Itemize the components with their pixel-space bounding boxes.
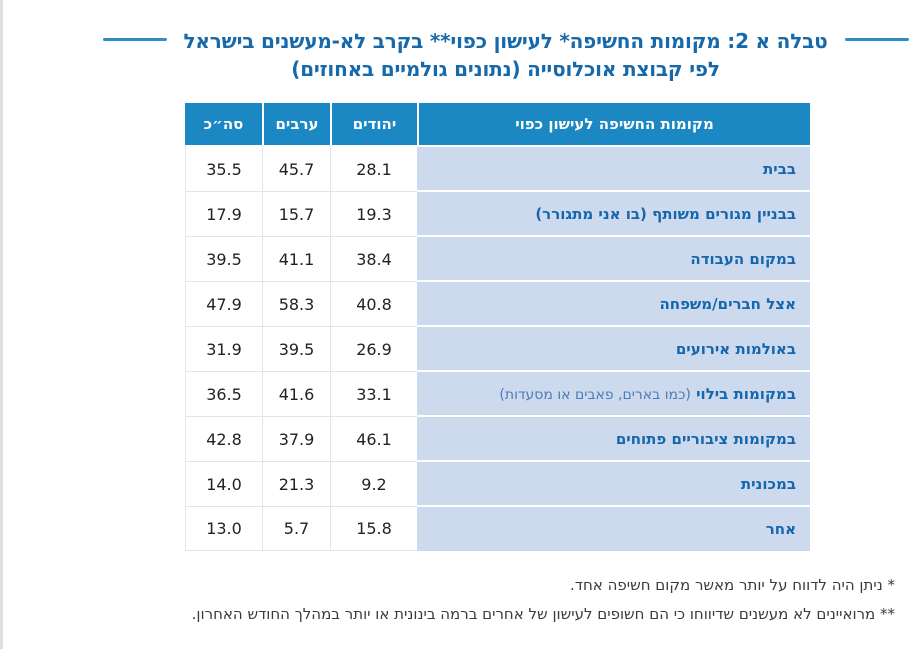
table-body: בבית 28.1 45.7 35.5 בבניין מגורים משותף … <box>185 145 810 551</box>
jews-value-cell: 46.1 <box>330 417 417 462</box>
arabs-value-cell: 39.5 <box>262 327 330 372</box>
place-label: במכונית <box>740 474 796 493</box>
page-left-edge-line <box>0 0 3 649</box>
place-label: בבניין מגורים משותף (בו אני מתגורר) <box>535 204 796 223</box>
row-label-cell: באולמות אירועים <box>417 327 810 372</box>
table-row: במקומות בילוי (כמו בארים, פאבים או מסעדו… <box>185 372 810 417</box>
total-value-cell: 31.9 <box>185 327 262 372</box>
page-title: טבלה א 2: מקומות החשיפה* לעישון כפוי** ב… <box>184 27 828 83</box>
arabs-value-cell: 41.1 <box>262 237 330 282</box>
table-row: במקום העבודה 38.4 41.1 39.5 <box>185 237 810 282</box>
table-header-row: מקומות החשיפה לעישון כפוי יהודים ערבים ס… <box>185 103 810 145</box>
total-value-cell: 42.8 <box>185 417 262 462</box>
jews-value-cell: 33.1 <box>330 372 417 417</box>
table-row: בבית 28.1 45.7 35.5 <box>185 145 810 192</box>
table-title-block: טבלה א 2: מקומות החשיפה* לעישון כפוי** ב… <box>47 0 917 83</box>
place-label: במקומות ציבוריים פתוחים <box>615 429 796 448</box>
place-label: אצל חברים/משפחה <box>659 294 796 313</box>
column-header-arabs: ערבים <box>262 103 330 145</box>
page-title-line1: טבלה א 2: מקומות החשיפה* לעישון כפוי** ב… <box>183 29 828 53</box>
place-label: במקומות בילוי <box>696 384 796 403</box>
page-title-line2: לפי קבוצת אוכלוסייה (נתונים גולמיים באחו… <box>291 57 720 81</box>
row-label-cell: במקומות בילוי (כמו בארים, פאבים או מסעדו… <box>417 372 810 417</box>
footnote-1: * ניתן היה לדווח על יותר מאשר מקום חשיפה… <box>570 576 895 594</box>
row-label-cell: אצל חברים/משפחה <box>417 282 810 327</box>
place-label: בבית <box>763 159 796 178</box>
place-label: אחר <box>765 520 796 538</box>
jews-value-cell: 15.8 <box>330 507 417 551</box>
total-value-cell: 13.0 <box>185 507 262 551</box>
arabs-value-cell: 37.9 <box>262 417 330 462</box>
table-row: בבניין מגורים משותף (בו אני מתגורר) 19.3… <box>185 192 810 237</box>
row-label-cell: אחר <box>417 507 810 551</box>
footnote-2: ** מרואיינים לא מעשנים שדיווחו כי הם חשו… <box>191 605 895 623</box>
place-label: באולמות אירועים <box>675 339 796 358</box>
exposure-table-wrap: מקומות החשיפה לעישון כפוי יהודים ערבים ס… <box>185 103 810 551</box>
total-value-cell: 14.0 <box>185 462 262 507</box>
exposure-table: מקומות החשיפה לעישון כפוי יהודים ערבים ס… <box>185 103 810 551</box>
total-value-cell: 17.9 <box>185 192 262 237</box>
footnotes: * ניתן היה לדווח על יותר מאשר מקום חשיפה… <box>0 575 895 624</box>
jews-value-cell: 26.9 <box>330 327 417 372</box>
jews-value-cell: 40.8 <box>330 282 417 327</box>
total-value-cell: 35.5 <box>185 145 262 192</box>
table-row: אצל חברים/משפחה 40.8 58.3 47.9 <box>185 282 810 327</box>
table-row: במקומות ציבוריים פתוחים 46.1 37.9 42.8 <box>185 417 810 462</box>
row-label-cell: בבית <box>417 145 810 192</box>
arabs-value-cell: 21.3 <box>262 462 330 507</box>
column-header-place: מקומות החשיפה לעישון כפוי <box>417 103 810 145</box>
place-label: במקום העבודה <box>690 249 796 268</box>
total-value-cell: 47.9 <box>185 282 262 327</box>
arabs-value-cell: 5.7 <box>262 507 330 551</box>
total-value-cell: 36.5 <box>185 372 262 417</box>
title-rule-right <box>844 38 909 41</box>
jews-value-cell: 38.4 <box>330 237 417 282</box>
jews-value-cell: 19.3 <box>330 192 417 237</box>
column-header-jews: יהודים <box>330 103 417 145</box>
row-label-cell: במכונית <box>417 462 810 507</box>
arabs-value-cell: 45.7 <box>262 145 330 192</box>
arabs-value-cell: 41.6 <box>262 372 330 417</box>
place-note: (כמו בארים, פאבים או מסעדות) <box>499 386 691 403</box>
row-label-cell: במקומות ציבוריים פתוחים <box>417 417 810 462</box>
table-row: במכונית 9.2 21.3 14.0 <box>185 462 810 507</box>
table-row: באולמות אירועים 26.9 39.5 31.9 <box>185 327 810 372</box>
row-label-cell: בבניין מגורים משותף (בו אני מתגורר) <box>417 192 810 237</box>
table-row: אחר 15.8 5.7 13.0 <box>185 507 810 551</box>
row-label-cell: במקום העבודה <box>417 237 810 282</box>
jews-value-cell: 28.1 <box>330 145 417 192</box>
jews-value-cell: 9.2 <box>330 462 417 507</box>
arabs-value-cell: 58.3 <box>262 282 330 327</box>
arabs-value-cell: 15.7 <box>262 192 330 237</box>
title-rule-left <box>102 38 167 41</box>
column-header-total: סה״כ <box>185 103 262 145</box>
total-value-cell: 39.5 <box>185 237 262 282</box>
